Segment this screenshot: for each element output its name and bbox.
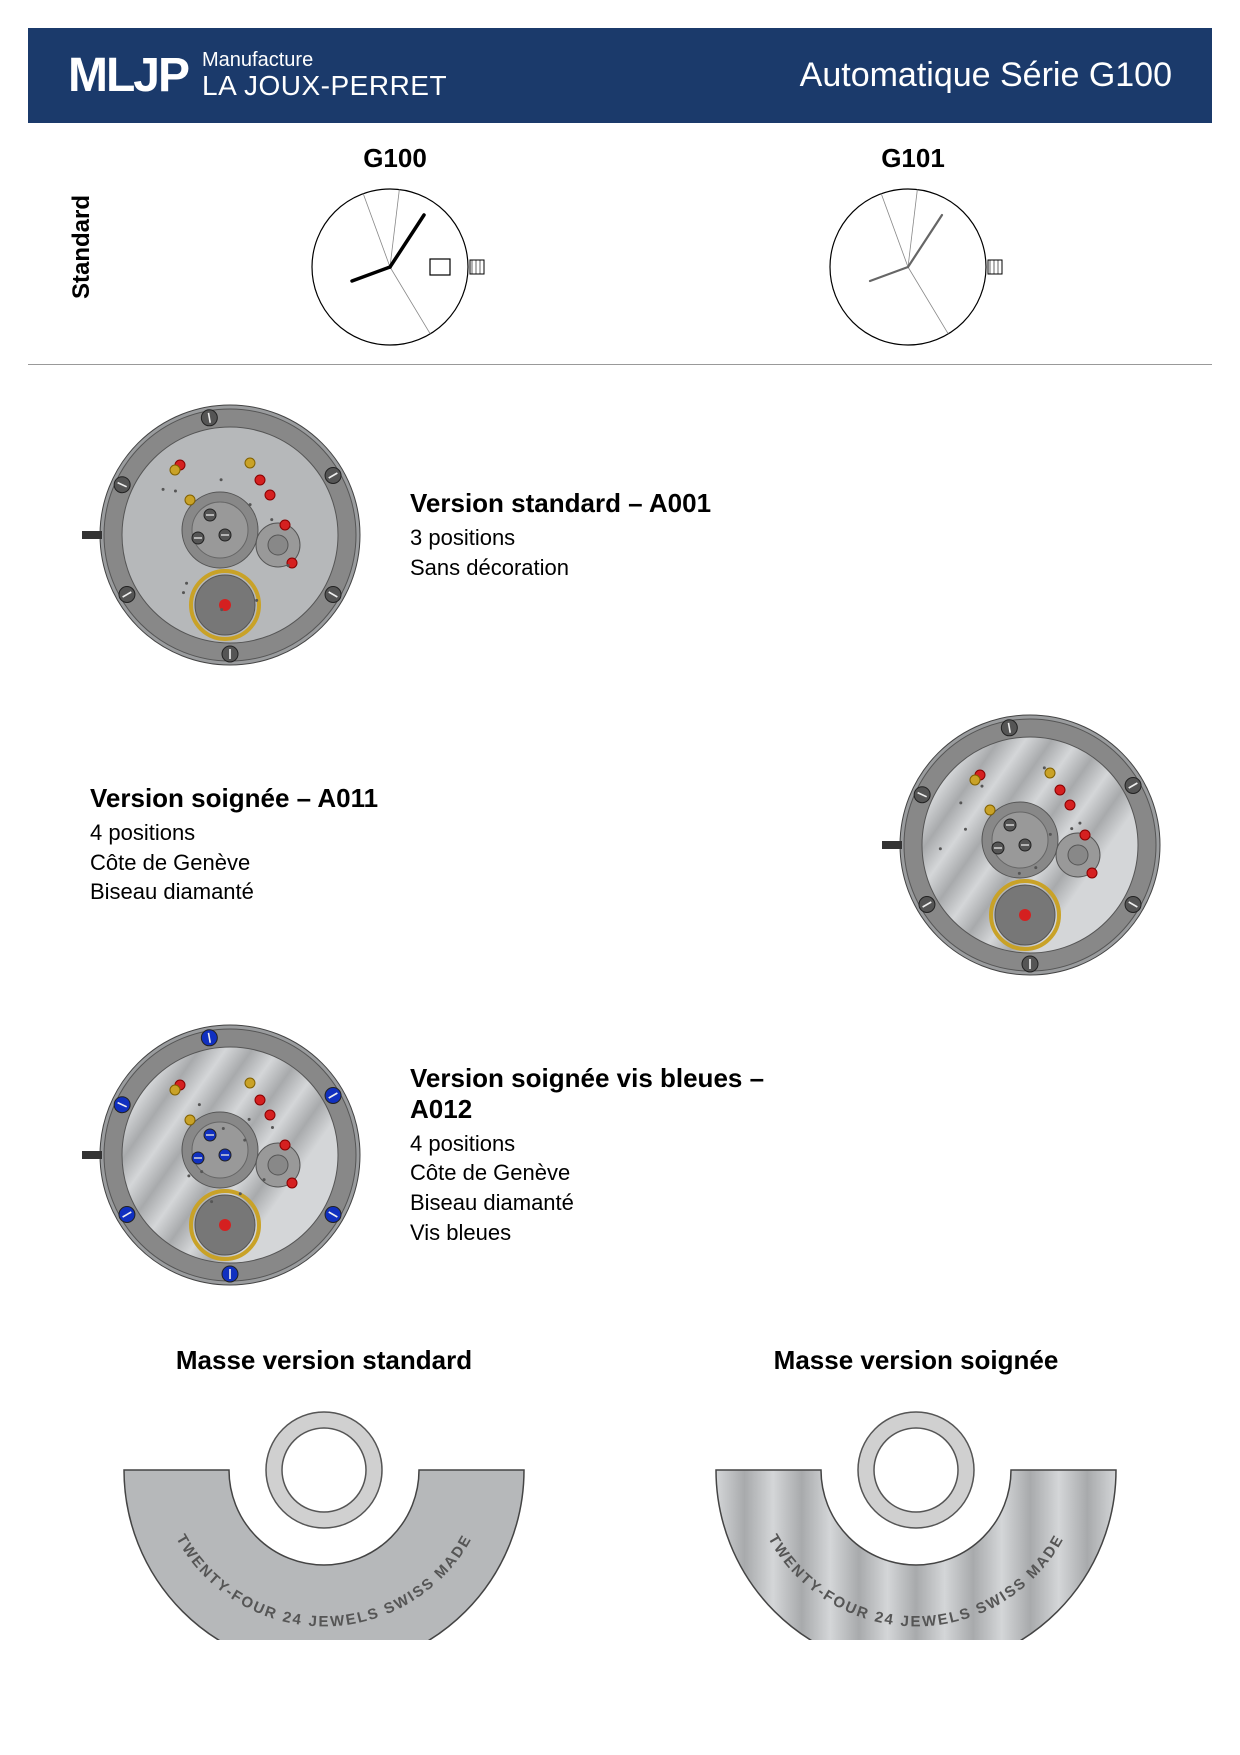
movement-a012	[60, 1005, 380, 1305]
rotor-diagram-standard: TWENTY-FOUR 24 JEWELS SWISS MADE	[114, 1390, 534, 1640]
dial-diagram-g101	[813, 182, 1013, 352]
version-line: 4 positions	[410, 1129, 770, 1159]
dial-diagram-g100	[295, 182, 495, 352]
version-line: Côte de Genève	[90, 848, 378, 878]
rotor-diagram-soignee: TWENTY-FOUR 24 JEWELS SWISS MADE	[706, 1390, 1126, 1640]
logo-mark: MLJP	[68, 48, 188, 103]
version-row-a001: Version standard – A001 3 positions Sans…	[60, 385, 1180, 685]
dial-g100: G100	[136, 143, 654, 352]
version-line: Biseau diamanté	[410, 1188, 770, 1218]
logo-block: MLJP Manufacture LA JOUX-PERRET	[68, 48, 447, 103]
dial-title-g101: G101	[881, 143, 945, 174]
version-line: Côte de Genève	[410, 1158, 770, 1188]
version-line: Sans décoration	[410, 553, 711, 583]
rotor-title-standard: Masse version standard	[114, 1345, 534, 1376]
dial-row: Standard G100 G101	[28, 123, 1212, 365]
version-title-a001: Version standard – A001	[410, 488, 711, 519]
versions-panel: Version standard – A001 3 positions Sans…	[0, 365, 1240, 1335]
version-line: Biseau diamanté	[90, 877, 378, 907]
movement-a001	[60, 385, 380, 685]
header-bar: MLJP Manufacture LA JOUX-PERRET Automati…	[28, 28, 1212, 123]
logo-line2: LA JOUX-PERRET	[202, 71, 447, 102]
dial-g101: G101	[654, 143, 1172, 352]
version-title-a011: Version soignée – A011	[90, 783, 378, 814]
version-row-a012: Version soignée vis bleues – A012 4 posi…	[60, 1005, 1180, 1305]
side-label-standard: Standard	[68, 195, 96, 299]
version-line: 4 positions	[90, 818, 378, 848]
version-row-a011: Version soignée – A011 4 positions Côte …	[60, 695, 1180, 995]
logo-line1: Manufacture	[202, 49, 447, 71]
movement-a011	[860, 695, 1180, 995]
version-line: 3 positions	[410, 523, 711, 553]
rotor-standard: Masse version standard TWENTY-FOUR 24 JE…	[114, 1345, 534, 1645]
rotor-row: Masse version standard TWENTY-FOUR 24 JE…	[0, 1335, 1240, 1685]
page-title: Automatique Série G100	[800, 56, 1172, 95]
rotor-title-soignee: Masse version soignée	[706, 1345, 1126, 1376]
version-title-a012: Version soignée vis bleues – A012	[410, 1063, 770, 1125]
rotor-soignee: Masse version soignée TWENTY-FOUR 24 JEW…	[706, 1345, 1126, 1645]
dial-title-g100: G100	[363, 143, 427, 174]
version-line: Vis bleues	[410, 1218, 770, 1248]
